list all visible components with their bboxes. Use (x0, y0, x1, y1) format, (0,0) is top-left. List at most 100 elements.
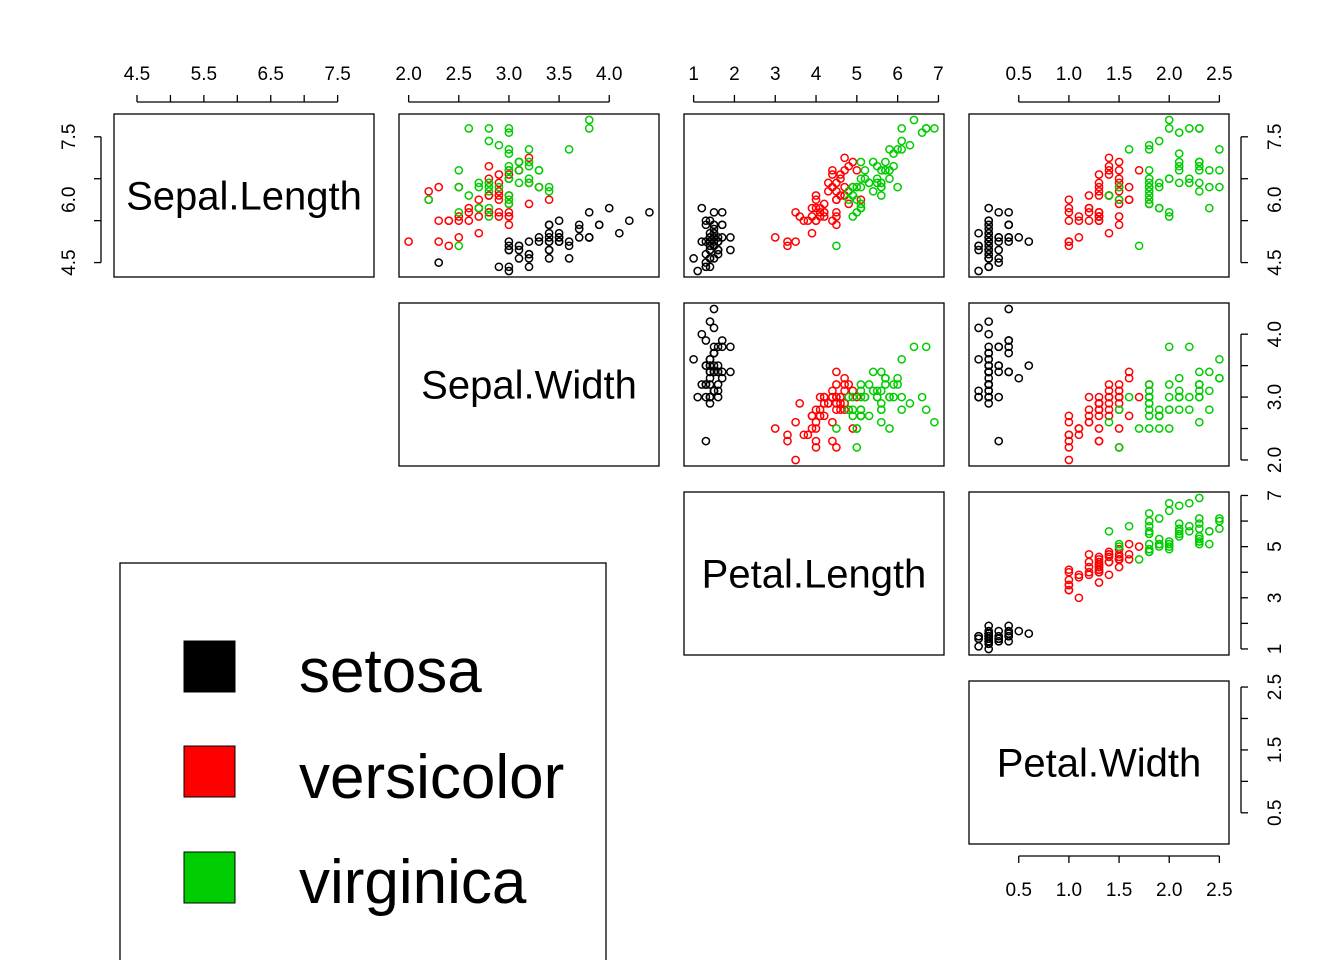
data-point (1074, 424, 1084, 433)
data-point (832, 241, 841, 251)
panel-petal-length-vs-petal-width (968, 491, 1230, 656)
data-point (1215, 182, 1224, 192)
data-point (705, 216, 715, 226)
data-point (876, 386, 886, 396)
data-point (984, 220, 994, 230)
data-point (484, 191, 494, 200)
data-point (1194, 367, 1204, 377)
data-point (726, 342, 735, 352)
data-point (984, 621, 994, 631)
data-point (832, 380, 841, 389)
data-point (868, 186, 878, 196)
data-point (840, 386, 849, 396)
data-point (885, 424, 894, 433)
data-point (504, 191, 514, 200)
data-point (1144, 544, 1154, 554)
data-point (994, 392, 1004, 402)
data-point (726, 367, 735, 377)
data-point (1194, 392, 1204, 402)
data-point (811, 405, 821, 415)
data-point (984, 237, 994, 246)
data-point (693, 392, 703, 402)
data-point (1174, 149, 1184, 158)
tick-label: 2.0 (1265, 447, 1286, 473)
tick-label: 2.0 (395, 64, 421, 85)
data-point (524, 254, 534, 263)
panel-frame (398, 113, 660, 278)
data-point (840, 182, 849, 192)
data-point (848, 386, 858, 396)
tick-label: 4.5 (124, 64, 150, 85)
data-point (474, 212, 484, 221)
data-point (1114, 443, 1124, 452)
data-point (1194, 534, 1204, 544)
data-point (709, 386, 719, 396)
data-point (1194, 386, 1204, 396)
data-point (564, 254, 574, 263)
data-point (1154, 178, 1164, 188)
data-point (594, 220, 604, 230)
data-point (872, 386, 882, 396)
data-point (1144, 526, 1154, 536)
data-point (840, 399, 849, 408)
data-point (856, 195, 866, 205)
data-point (1164, 537, 1174, 546)
data-point (1084, 216, 1094, 226)
tick-label: 5 (852, 64, 863, 85)
data-point (1134, 392, 1144, 402)
data-point (893, 145, 902, 154)
data-point (1164, 424, 1174, 433)
data-point (836, 174, 845, 184)
data-point (1064, 216, 1074, 226)
panel-sepal-length-vs-sepal-length: Sepal.Length (113, 113, 375, 278)
data-point (494, 170, 504, 179)
data-point (819, 399, 829, 408)
data-point (701, 249, 711, 259)
data-point (984, 254, 994, 263)
data-point (713, 380, 723, 389)
data-point (876, 399, 886, 408)
data-point (994, 245, 1004, 255)
data-point (524, 249, 534, 259)
data-point (840, 165, 849, 175)
data-point (1004, 207, 1014, 217)
data-point (1184, 342, 1194, 352)
data-point (584, 115, 594, 125)
data-point (1124, 539, 1134, 549)
data-point (514, 165, 524, 175)
data-point (889, 392, 898, 402)
tick-label: 1.0 (1056, 880, 1082, 901)
data-point (1114, 182, 1124, 192)
data-point (1174, 128, 1184, 137)
data-point (1174, 386, 1184, 396)
data-point (717, 367, 727, 377)
data-point (974, 228, 983, 238)
data-point (1104, 552, 1114, 562)
data-point (484, 186, 494, 196)
data-point (876, 178, 886, 188)
data-point (564, 241, 574, 251)
data-point (783, 241, 792, 251)
data-point (876, 417, 886, 427)
data-point (1144, 195, 1154, 205)
data-point (504, 128, 514, 137)
data-point (832, 207, 841, 217)
data-point (1144, 424, 1154, 433)
data-point (717, 342, 727, 352)
tick-label: 2.0 (1156, 64, 1182, 85)
data-point (1194, 493, 1204, 503)
data-point (828, 216, 837, 226)
data-point (1184, 178, 1194, 188)
data-point (524, 174, 534, 184)
data-point (1104, 165, 1114, 175)
data-point (984, 373, 994, 383)
data-point (783, 436, 792, 446)
data-point (484, 212, 494, 221)
panel-frame (683, 302, 945, 467)
data-point (424, 186, 434, 196)
data-point (713, 233, 723, 242)
data-point (984, 241, 994, 251)
data-point (709, 342, 719, 352)
data-point (544, 254, 554, 263)
data-point (717, 373, 727, 383)
